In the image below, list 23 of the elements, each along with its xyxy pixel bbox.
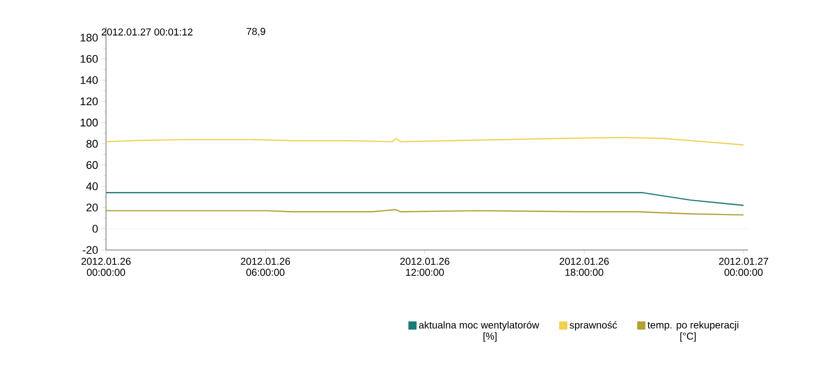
annotation: 78,9	[246, 28, 266, 36]
y-tick-label: 40	[86, 182, 98, 190]
annotation: 2012.01.27 00:01:12	[102, 28, 192, 36]
y-tick-label: 140	[80, 76, 98, 84]
y-tick-label: 80	[86, 140, 98, 148]
x-tick-label: 2012.01.26 00:00:00	[81, 258, 131, 276]
x-tick-label: 2012.01.26 18:00:00	[560, 258, 609, 276]
legend-label: sprawność	[570, 321, 617, 331]
y-tick-label: 180	[80, 34, 98, 42]
y-tick-label: 100	[80, 118, 98, 126]
y-tick-label: 20	[86, 204, 98, 212]
text: [%]	[483, 332, 497, 342]
y-tick-label: 0	[92, 224, 98, 233]
x-tick-label: 2012.01.26 12:00:00	[400, 258, 450, 276]
x-tick-label: 2012.01.26 06:00:00	[240, 258, 290, 276]
y-tick-label: 60	[86, 161, 98, 169]
text: [°C]	[680, 332, 696, 342]
y-tick-label: 120	[80, 97, 98, 106]
legend-label: temp. po rekuperacji	[648, 321, 738, 330]
legend-label: aktualna moc wentylatorów	[419, 321, 540, 331]
y-tick-label: -20	[82, 246, 98, 254]
x-tick-label: 2012.01.27 00:00:00	[719, 258, 768, 276]
y-tick-label: 160	[80, 54, 98, 63]
